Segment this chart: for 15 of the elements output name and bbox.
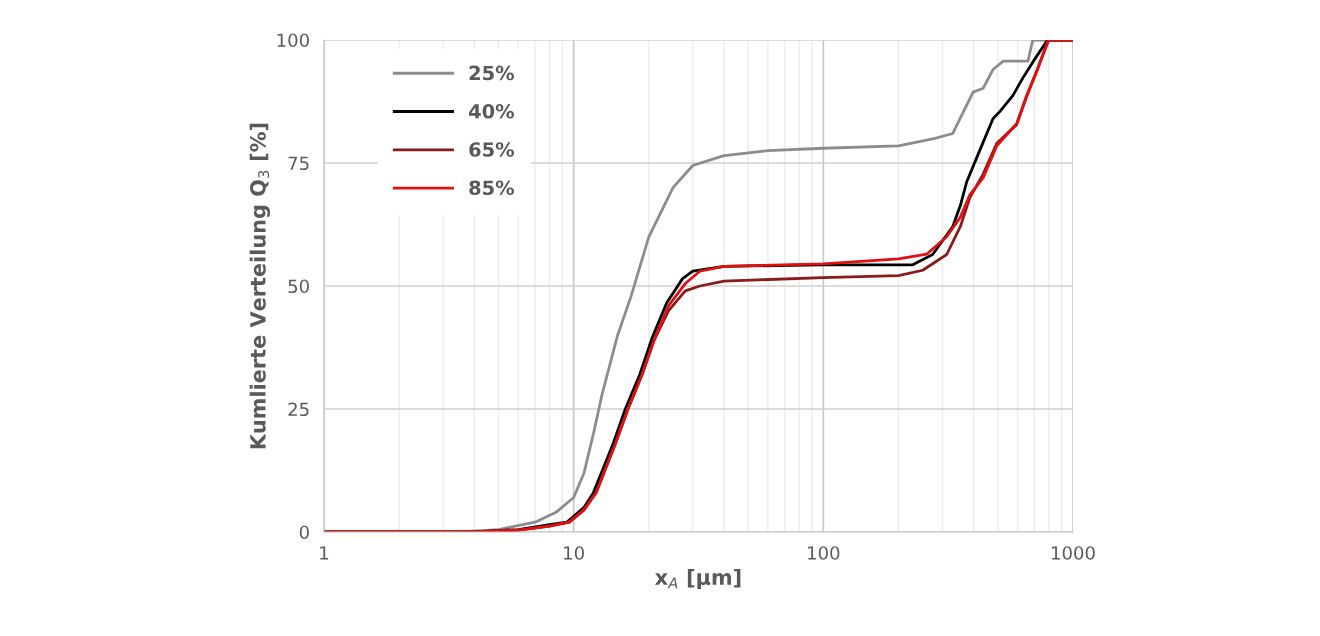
legend-label: 65% — [469, 142, 515, 157]
legend-label: 25% — [469, 65, 515, 81]
x-tick-label: 10 — [564, 546, 584, 560]
legend-label: 85% — [469, 180, 515, 196]
y-tick-label: 100 — [277, 33, 309, 48]
y-tick-label: 50 — [288, 279, 309, 294]
y-tick-label: 0 — [299, 525, 309, 540]
x-tick-label: 1 — [320, 546, 329, 560]
y-tick-label: 75 — [288, 156, 309, 171]
x-axis-title: x$_{A}$ [µm] — [654, 568, 741, 590]
legend-label: 40% — [468, 103, 515, 119]
y-axis-title: Kumlierte Verteilung Q$_{3}$ [%] — [249, 123, 270, 449]
x-tick-label: 1000 — [1052, 546, 1095, 560]
x-tick-label: 100 — [808, 546, 840, 560]
y-tick-label: 25 — [288, 402, 309, 417]
